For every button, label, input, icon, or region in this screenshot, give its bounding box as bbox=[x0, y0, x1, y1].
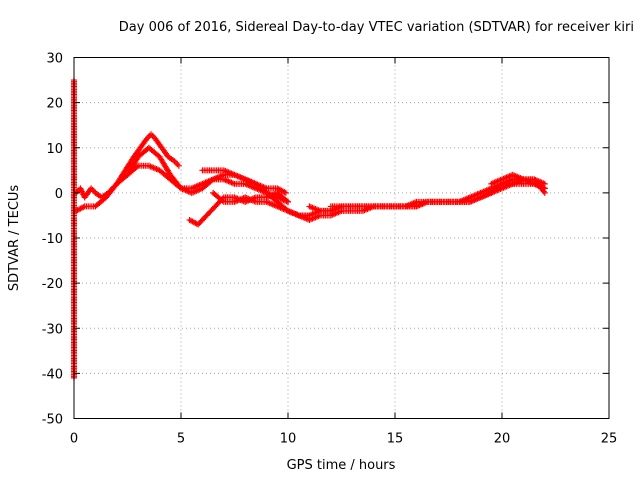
x-tick-label: 5 bbox=[177, 432, 185, 447]
data-point bbox=[175, 162, 182, 169]
y-tick-label: -40 bbox=[42, 367, 63, 382]
x-tick-label: 15 bbox=[387, 432, 404, 447]
x-axis-label: GPS time / hours bbox=[287, 458, 396, 473]
y-tick-label: -20 bbox=[42, 277, 63, 292]
data-marker bbox=[219, 197, 226, 204]
chart-title: Day 006 of 2016, Sidereal Day-to-day VTE… bbox=[119, 20, 634, 35]
data-point bbox=[282, 189, 289, 196]
data-point bbox=[285, 198, 291, 205]
x-tick-label: 25 bbox=[601, 432, 618, 447]
y-tick-label: -30 bbox=[42, 322, 63, 337]
y-axis-label: SDTVAR / TECUs bbox=[7, 185, 22, 292]
y-tick-label: -10 bbox=[42, 232, 63, 247]
data-layer bbox=[71, 77, 548, 381]
grid-layer bbox=[74, 57, 609, 419]
data-point bbox=[541, 180, 548, 187]
y-tick-label: -50 bbox=[42, 413, 63, 428]
x-tick-label: 0 bbox=[70, 432, 78, 447]
x-tick-label: 20 bbox=[494, 432, 511, 447]
y-tick-label: 10 bbox=[46, 142, 63, 157]
data-marker bbox=[283, 197, 290, 204]
y-tick-label: 20 bbox=[46, 97, 63, 112]
y-tick-label: 30 bbox=[46, 52, 63, 67]
tick-layer: -50 -40 -30 -20 -10 0 10 20 30 0 5 10 15 20 25 bbox=[42, 52, 618, 447]
y-tick-label: 0 bbox=[55, 187, 63, 202]
x-tick-label: 10 bbox=[280, 432, 297, 447]
